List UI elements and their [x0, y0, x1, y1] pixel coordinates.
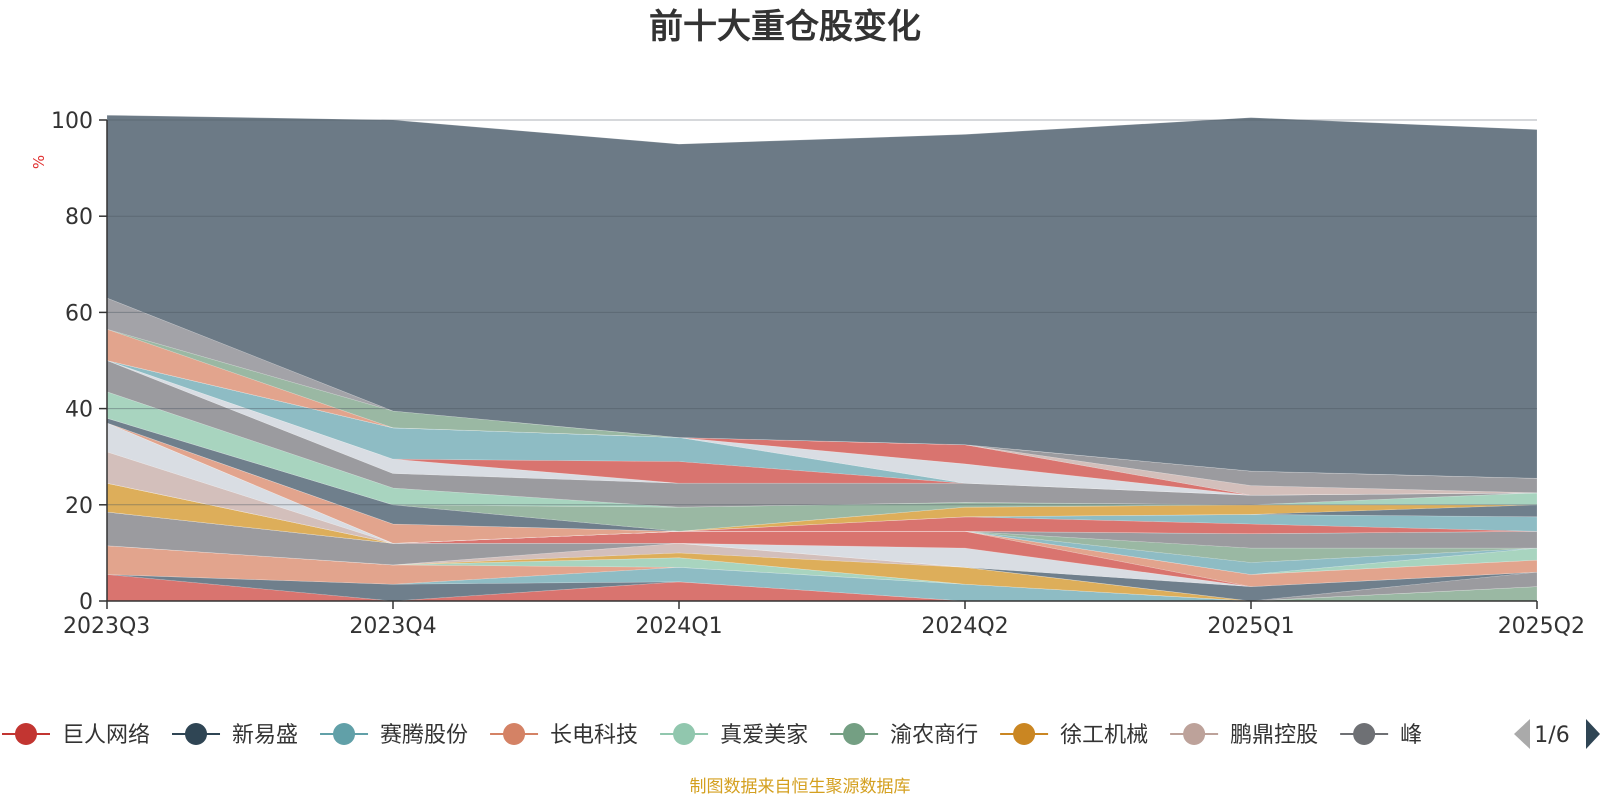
- legend-label: 巨人网络: [62, 723, 150, 748]
- legend-next-icon[interactable]: [1586, 719, 1600, 749]
- legend-marker-icon: [333, 723, 356, 745]
- legend-item-0[interactable]: 巨人网络: [2, 723, 150, 748]
- x-tick-label-4: 2025Q1: [1207, 614, 1294, 639]
- area-series-35[interactable]: [106, 360, 1538, 494]
- legend-label: 渝农商行: [890, 723, 978, 748]
- y-axis-unit: %: [30, 155, 48, 169]
- data-source-note: 制图数据来自恒生聚源数据库: [690, 777, 911, 797]
- y-tick-label-100: 100: [51, 109, 93, 134]
- y-tick-label-0: 0: [79, 590, 93, 615]
- x-tick-label-2: 2024Q1: [635, 614, 722, 639]
- legend-label: 新易盛: [232, 723, 298, 748]
- area-series-39[interactable]: [106, 114, 1538, 479]
- area-series-38[interactable]: [106, 297, 1538, 479]
- legend-pager[interactable]: 1/6: [1514, 719, 1600, 749]
- area-series-28[interactable]: [106, 360, 1538, 508]
- x-tick-label-0: 2023Q3: [63, 614, 150, 639]
- legend-marker-icon: [1183, 723, 1206, 745]
- legend-label: 长电科技: [550, 723, 638, 748]
- legend-marker-icon: [843, 723, 866, 745]
- legend-item-7[interactable]: 鹏鼎控股: [1170, 723, 1318, 748]
- legend-label: 鹏鼎控股: [1230, 723, 1318, 748]
- legend-label: 峰: [1400, 723, 1422, 748]
- area-series-36[interactable]: [106, 328, 1538, 479]
- y-tick-label-20: 20: [65, 494, 93, 519]
- legend-marker-icon: [1013, 723, 1036, 745]
- legend-prev-icon[interactable]: [1514, 719, 1530, 749]
- legend-marker-icon: [1353, 723, 1376, 745]
- legend-label: 真爱美家: [720, 723, 808, 748]
- area-series[interactable]: [106, 114, 1538, 602]
- legend-label: 徐工机械: [1060, 723, 1148, 748]
- legend[interactable]: 巨人网络 新易盛 赛腾股份 长电科技 真爱美家 渝农商行 徐工机械 鹏鼎控股 峰: [2, 723, 1422, 748]
- legend-item-2[interactable]: 赛腾股份: [320, 723, 468, 748]
- area-series-5[interactable]: [106, 545, 1538, 602]
- area-series-2[interactable]: [106, 566, 1537, 602]
- axes: 0 20 40 60 80 100 2023Q3 2023Q4 2024Q1 2024Q2 2025…: [51, 109, 1585, 639]
- y-tick-label-60: 60: [65, 301, 93, 326]
- x-tick-label-5: 2025Q2: [1498, 614, 1585, 639]
- legend-page-indicator: 1/6: [1534, 723, 1569, 748]
- legend-item-4[interactable]: 真爱美家: [660, 723, 808, 748]
- legend-marker-icon: [503, 723, 526, 745]
- y-tick-label-40: 40: [65, 398, 93, 423]
- legend-item-8[interactable]: 峰: [1340, 723, 1422, 748]
- legend-item-6[interactable]: 徐工机械: [1000, 723, 1148, 748]
- legend-marker-icon: [673, 723, 696, 745]
- x-tick-label-3: 2024Q2: [921, 614, 1008, 639]
- legend-item-1[interactable]: 新易盛: [172, 723, 298, 748]
- legend-item-5[interactable]: 渝农商行: [830, 723, 978, 748]
- legend-label: 赛腾股份: [380, 723, 468, 748]
- chart-title: 前十大重仓股变化: [649, 7, 921, 47]
- legend-item-3[interactable]: 长电科技: [490, 723, 638, 748]
- legend-marker-icon: [185, 723, 208, 745]
- x-tick-label-1: 2023Q4: [349, 614, 436, 639]
- legend-items[interactable]: 巨人网络 新易盛 赛腾股份 长电科技 真爱美家 渝农商行 徐工机械 鹏鼎控股 峰: [2, 723, 1422, 748]
- legend-marker-icon: [15, 723, 37, 745]
- y-tick-label-80: 80: [65, 205, 93, 230]
